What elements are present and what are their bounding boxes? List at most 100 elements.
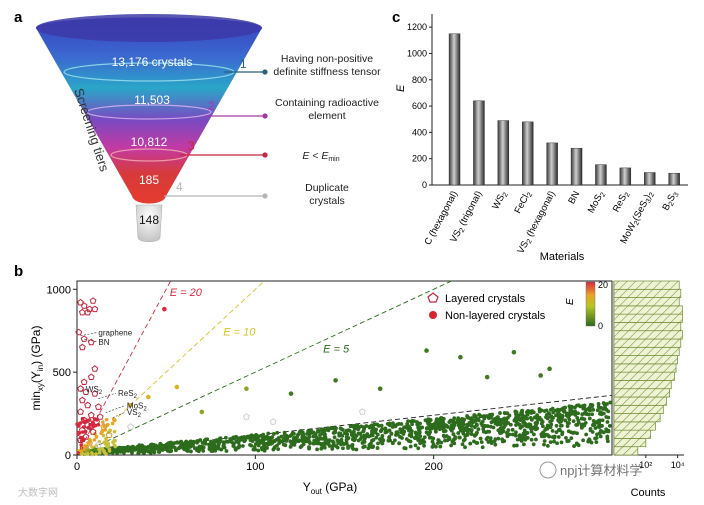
bar [644,172,656,186]
nonlayered-point [288,391,294,396]
scatter-point [349,443,354,448]
scatter-point [500,437,505,442]
scatter-point [501,417,505,422]
scatter-point [535,413,540,418]
scatter-point [169,448,174,453]
bar-y-tick-label: 0 [422,180,427,190]
histogram-bar [613,322,682,332]
bar [595,164,607,186]
scatter-point [354,447,359,452]
scatter-point [542,442,546,447]
layered-point [94,441,102,448]
layered-point [91,390,99,397]
scatter-point [415,421,420,425]
scatter-point [449,426,454,431]
scatter-point [380,427,385,431]
layered-point [100,423,108,430]
scatter-point [332,435,337,440]
scatter-point [595,408,600,413]
scatter-point [601,411,606,416]
scatter-point [97,451,102,455]
scatter-point [143,446,148,451]
scatter-point [407,428,411,433]
colorbar-gradient [585,281,596,327]
scatter-point [380,437,385,442]
histogram-bar [613,371,675,381]
scatter-point [593,426,598,430]
layered-point [80,335,88,342]
watermark-right: npj计算材料学 [560,463,642,478]
scatter-point [572,444,576,448]
scatter-point [545,444,550,448]
scatter-legend: Layered crystals Non-layered crystals [427,292,546,322]
scatter-point [544,412,549,417]
scatter-point [441,427,446,432]
scatter-point [432,426,437,431]
bar [497,120,510,186]
scatter-point [341,446,345,451]
scatter-point [510,427,515,432]
scatter-point [495,421,500,426]
annotation-leader [80,332,97,336]
scatter-point [257,438,261,442]
tier-connector-1: 1 [224,57,268,75]
scatter-point [284,439,289,443]
scatter-point [329,425,334,430]
scatter-point [463,437,467,442]
scatter-point [584,432,589,437]
scatter-point [240,444,245,448]
scatter-point [457,435,462,440]
scatter-point [539,418,544,422]
scatter-point [136,451,141,455]
scatter-point [209,441,214,446]
scatter-point [247,434,252,439]
scatter-point [460,425,465,430]
tier-ring-2 [86,104,212,120]
scatter-point [532,432,536,437]
scatter-point [288,439,293,444]
scatter-point [548,425,553,430]
scatter-point [281,436,286,441]
scatter-point [524,410,529,415]
scatter-point [496,436,501,441]
histogram-bar [613,429,651,439]
scatter-point [210,446,215,450]
panel-label-b: b [14,263,23,280]
scatter-point [233,446,238,451]
scatter-point [87,418,92,422]
scatter-point [557,427,562,432]
histogram-bar [613,288,682,298]
scatter-x-tick-label: 100 [246,461,264,473]
scatter-point [587,416,592,421]
scatter-point [299,438,304,443]
scatter-point [439,440,444,445]
scatter-point [576,443,581,448]
tier-desc-1a: Having non-positive [281,53,373,65]
scatter-point [214,438,219,443]
layered-point [358,408,366,415]
scatter-point [147,445,152,450]
bar-y-tick-label: 1200 [407,22,427,32]
scatter-point [472,434,477,438]
nonlayered-point [244,386,249,392]
bar-category-label: ReS2 [611,189,632,214]
scatter-point [282,430,287,435]
scatter-point [449,423,454,428]
scatter-point [431,436,436,441]
scatter-point [207,447,212,452]
scatter-point [248,437,253,442]
scatter-point [79,443,84,447]
bar [546,142,558,186]
nonlayered-point [128,402,133,408]
layered-point [77,298,84,306]
scatter-point [482,416,487,421]
count-histogram: 10² 10⁴ [613,280,685,470]
scatter-point [353,437,357,441]
funnel-body [36,17,262,204]
scatter-point [83,452,88,457]
scatter-point [101,433,106,438]
scatter-point [387,435,392,439]
scatter-point [552,439,556,444]
scatter-point [452,441,457,446]
scatter-point [418,434,423,439]
